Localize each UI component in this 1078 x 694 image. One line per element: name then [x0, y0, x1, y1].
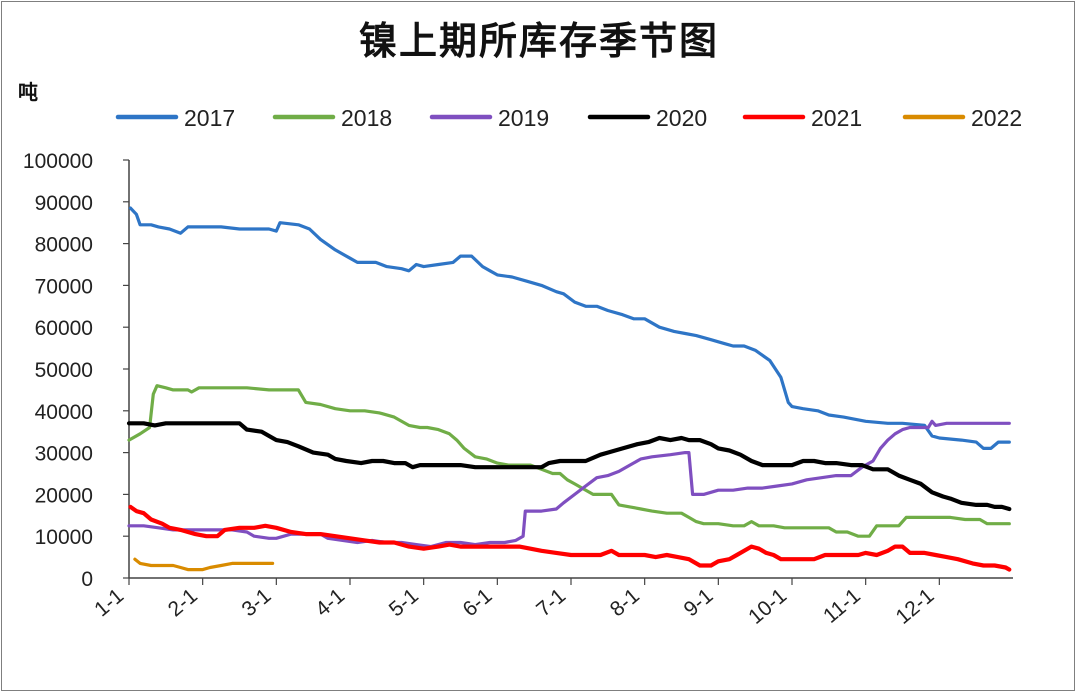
x-tick-label: 6-1	[459, 584, 497, 621]
y-tick-label: 0	[81, 568, 93, 591]
x-tick-label: 7-1	[532, 584, 570, 621]
series-line-2018	[127, 384, 1011, 538]
x-tick-label: 9-1	[680, 584, 718, 621]
series-line-2022	[133, 557, 275, 572]
legend-label-2019: 2019	[498, 105, 549, 131]
x-tick-label: 2-1	[164, 584, 202, 621]
legend-label-2020: 2020	[656, 105, 707, 131]
legend-label-2021: 2021	[811, 105, 862, 131]
legend-label-2017: 2017	[184, 105, 235, 131]
chart-title: 镍上期所库存季节图	[358, 18, 719, 63]
x-tick-label: 10-1	[744, 584, 791, 629]
y-tick-label: 30000	[35, 443, 93, 466]
legend-label-2022: 2022	[971, 105, 1022, 131]
y-tick-label: 70000	[35, 275, 93, 298]
series-line-2017	[128, 206, 1011, 450]
x-tick-label: 12-1	[892, 584, 939, 629]
y-tick-label: 60000	[35, 317, 93, 340]
x-tick-label: 8-1	[606, 584, 644, 621]
x-tick-label: 11-1	[819, 584, 865, 628]
x-tick-label: 5-1	[385, 584, 423, 621]
y-tick-label: 90000	[35, 192, 93, 215]
legend-label-2018: 2018	[341, 105, 392, 131]
series-line-2020	[126, 421, 1012, 512]
y-axis-unit-label: 吨	[18, 80, 38, 104]
x-tick-label: 1-1	[90, 584, 128, 621]
y-tick-label: 80000	[35, 234, 93, 257]
y-tick-label: 20000	[35, 484, 93, 507]
series-line-2019	[127, 419, 1011, 549]
x-tick-label: 3-1	[238, 584, 276, 621]
x-tick-label: 4-1	[311, 584, 349, 621]
y-tick-label: 100000	[23, 150, 93, 173]
y-tick-label: 50000	[35, 359, 93, 382]
legend: 2017 2018 2019 2020 2021 2022	[115, 105, 1022, 131]
y-tick-label: 10000	[35, 526, 93, 549]
series-line-2021	[128, 504, 1012, 572]
y-tick-label: 40000	[35, 401, 93, 424]
series-lines	[126, 206, 1012, 572]
